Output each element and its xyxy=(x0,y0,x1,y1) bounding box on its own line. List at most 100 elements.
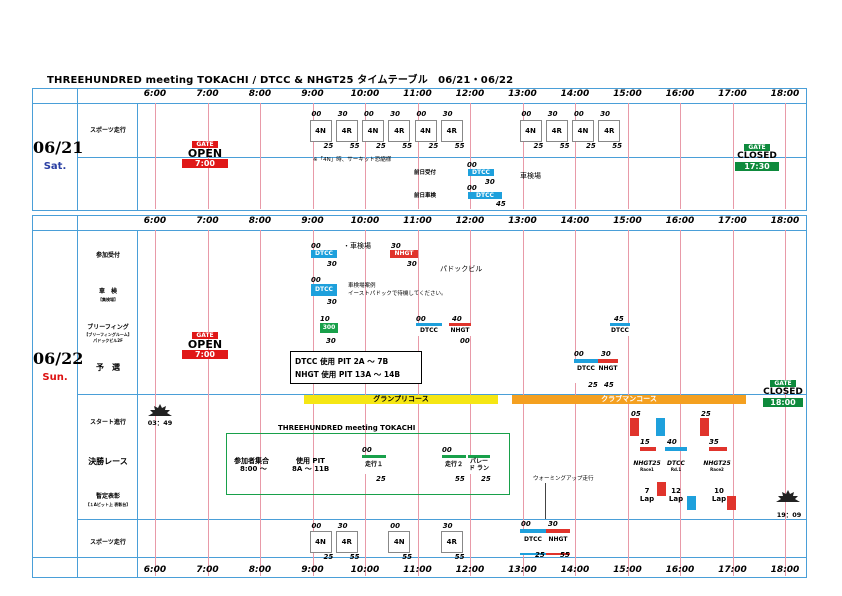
day2-weekday: Sun. xyxy=(42,372,68,383)
gate2-closed-time: 18:00 xyxy=(763,398,803,407)
meeting-pit-range: 8A ～ 11B xyxy=(292,465,330,473)
session-start-min: 30 xyxy=(337,110,348,118)
brief-dtcc2-bar: DTCC xyxy=(610,323,630,336)
day1-inspect-note: 車検場 xyxy=(520,172,541,180)
sport-nhgt-end: 55 xyxy=(560,551,570,559)
pre-reception-bar: DTCC xyxy=(468,169,494,176)
session-start-min: 30 xyxy=(442,110,453,118)
parade-end: 25 xyxy=(481,475,491,483)
gate2-closed-mid: CLOSED xyxy=(763,387,803,397)
race1-unit: Lap xyxy=(639,495,655,503)
gridline xyxy=(417,103,419,209)
sport-dtcc-start: 00 xyxy=(521,520,531,528)
sport-session-box: 4R xyxy=(388,120,411,142)
rec-dtcc-start: 00 xyxy=(311,242,321,250)
race1-n2: 15 xyxy=(640,438,650,446)
gridline xyxy=(155,230,156,576)
day1-row-sport-label: スポーツ走行 xyxy=(90,127,126,134)
warmup-note: ウォーミングアップ走行 xyxy=(533,476,594,482)
rec-nhgt-bar: NHGT xyxy=(390,250,418,258)
sport-session-box: 4R xyxy=(335,120,358,142)
rec-inspect-note: ・車検場 xyxy=(343,242,371,250)
time-tick-label: 11:00 xyxy=(403,89,432,99)
time-tick-label: 11:00 xyxy=(403,565,432,575)
pit-info-nhgt: NHGT 使用 PIT 13A ～ 14B xyxy=(295,370,401,379)
meeting-title: THREEHUNDRED meeting TOKACHI xyxy=(278,424,416,432)
time-tick-label: 6:00 xyxy=(143,89,167,99)
session-end-min: 55 xyxy=(454,553,465,561)
brief-300-end: 30 xyxy=(326,337,336,345)
race2-bar xyxy=(665,447,687,463)
gridline xyxy=(680,103,681,209)
pit-info-box: DTCC 使用 PIT 2A ～ 7B NHGT 使用 PIT 13A ～ 14… xyxy=(290,351,422,384)
time-tick-label: 15:00 xyxy=(613,216,642,226)
qual-dtcc-end: 25 xyxy=(588,381,598,389)
race1-start-red xyxy=(630,418,639,436)
page-title: THREEHUNDRED meeting TOKACHI / DTCC & NH… xyxy=(47,75,514,86)
session-start-min: 00 xyxy=(416,110,427,118)
row-final-label: 決勝レース xyxy=(88,457,128,466)
race3-n1: 25 xyxy=(701,410,711,418)
sun-icon-2 xyxy=(776,490,800,502)
insp-start: 00 xyxy=(311,276,321,284)
session-end-min: 25 xyxy=(533,142,544,150)
row-inspection-sub: 【集検場】 xyxy=(98,297,118,302)
day1-4n-note: ※「4N」時、サーキット恐縮様 xyxy=(313,157,392,163)
day1-time-header xyxy=(33,89,806,104)
meeting-box xyxy=(226,433,510,495)
brief-nhgt-bar: NHGT xyxy=(449,323,471,336)
pre-rec-end: 30 xyxy=(485,178,495,186)
time-tick-label: 12:00 xyxy=(455,216,485,226)
sport-session-box: 4N xyxy=(309,531,332,553)
race3-bar xyxy=(709,447,727,463)
row-start-label: スタート進行 xyxy=(89,419,126,426)
sport-session-box: 4R xyxy=(598,120,621,142)
brief-300-bar: 300 xyxy=(320,323,338,333)
race2-start xyxy=(656,418,665,436)
gridline xyxy=(575,103,576,209)
session-start-min: 30 xyxy=(600,110,610,118)
row-qualifying-label: 予 選 xyxy=(96,363,120,372)
race3-award xyxy=(727,496,736,510)
sport-dtcc-bar: DTCC xyxy=(520,529,546,555)
time-tick-label: 18:00 xyxy=(770,89,800,99)
time-tick-label: 13:00 xyxy=(508,89,537,99)
race1-laps: 7 xyxy=(644,487,650,495)
session-start-min: 00 xyxy=(521,110,532,118)
race2-award xyxy=(687,496,696,510)
pre-insp-start: 00 xyxy=(467,184,477,192)
time-tick-label: 15:00 xyxy=(613,89,642,99)
run1-bar: 走行１ xyxy=(362,455,386,474)
race3-name: NHGT25 xyxy=(703,460,731,467)
time-tick-label: 8:00 xyxy=(248,216,272,226)
run1-start: 00 xyxy=(362,446,372,454)
time-tick-label: 18:00 xyxy=(770,565,800,575)
time-tick-label: 8:00 xyxy=(248,565,272,575)
sport-session-box: 4N xyxy=(572,120,594,142)
session-start-min: 00 xyxy=(311,522,322,530)
brief-nhgt-end: 00 xyxy=(460,337,470,345)
qual-dtcc-bar: DTCC xyxy=(574,359,598,383)
gridline xyxy=(207,103,209,209)
row-briefing-sub: 【ブリーフィングルーム】 xyxy=(84,332,132,337)
time-tick-label: 17:00 xyxy=(718,89,747,99)
time-tick-label: 9:00 xyxy=(301,216,324,226)
race1-n1: 05 xyxy=(631,410,641,418)
sport-nhgt-bar: NHGT xyxy=(546,529,570,555)
time-tick-label: 14:00 xyxy=(560,565,590,575)
qual-dtcc-start: 00 xyxy=(574,350,584,358)
time-tick-label: 10:00 xyxy=(350,216,380,226)
gridline xyxy=(155,103,156,209)
day1-weekday: Sat. xyxy=(43,161,67,172)
gridline xyxy=(365,103,366,209)
session-start-min: 30 xyxy=(337,522,348,530)
pre-insp-end: 45 xyxy=(496,200,506,208)
grand-prix-course: グランプリコース xyxy=(304,395,498,404)
clubman-course: クラブマンコース xyxy=(512,395,746,404)
time-tick-label: 16:00 xyxy=(665,216,695,226)
gridline xyxy=(522,103,524,209)
gridline xyxy=(207,230,209,576)
insp-note1: 車検場案例 xyxy=(348,283,376,289)
time-tick-label: 12:00 xyxy=(455,565,485,575)
time-tick-label: 16:00 xyxy=(665,565,695,575)
